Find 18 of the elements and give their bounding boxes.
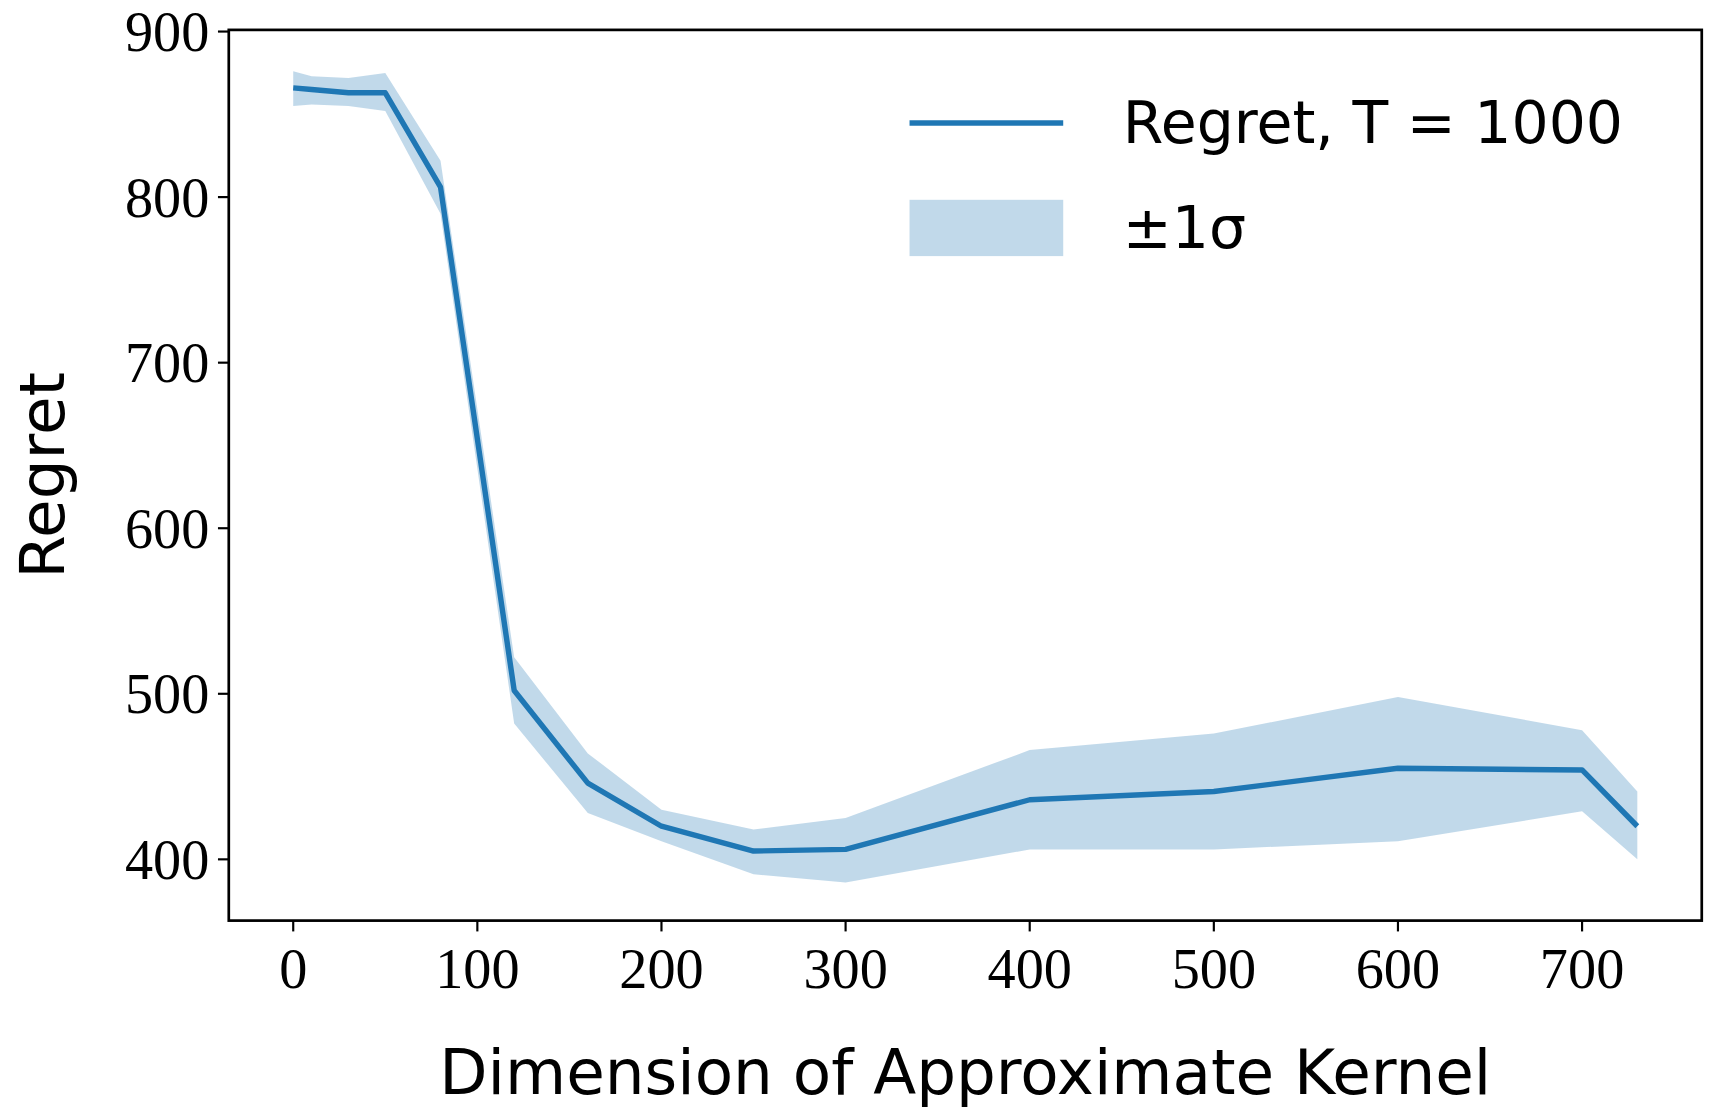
x-tick-label: 700 — [1539, 937, 1625, 1000]
annotation: ±1σ — [1122, 194, 1246, 263]
x-axis-title: Dimension of Approximate Kernel — [439, 1035, 1492, 1109]
y-tick-label: 900 — [124, 1, 210, 64]
y-tick-label: 700 — [124, 332, 210, 395]
x-tick-label: 0 — [279, 937, 308, 1000]
x-tick-label: 100 — [435, 937, 520, 1000]
legend-label: Regret, T = 1000 — [1122, 89, 1624, 158]
x-tick-label: 200 — [619, 937, 704, 1000]
x-tick-label: 400 — [987, 937, 1072, 1000]
y-axis-title: Regret — [6, 371, 80, 579]
y-tick-label: 800 — [124, 166, 210, 229]
x-tick-label: 600 — [1355, 937, 1441, 1000]
y-tick-label: 500 — [124, 663, 210, 726]
x-tick-label: 300 — [803, 937, 888, 1000]
x-tick-label: 500 — [1171, 937, 1257, 1000]
y-tick-label: 400 — [124, 829, 210, 892]
y-tick-label: 600 — [124, 497, 210, 560]
